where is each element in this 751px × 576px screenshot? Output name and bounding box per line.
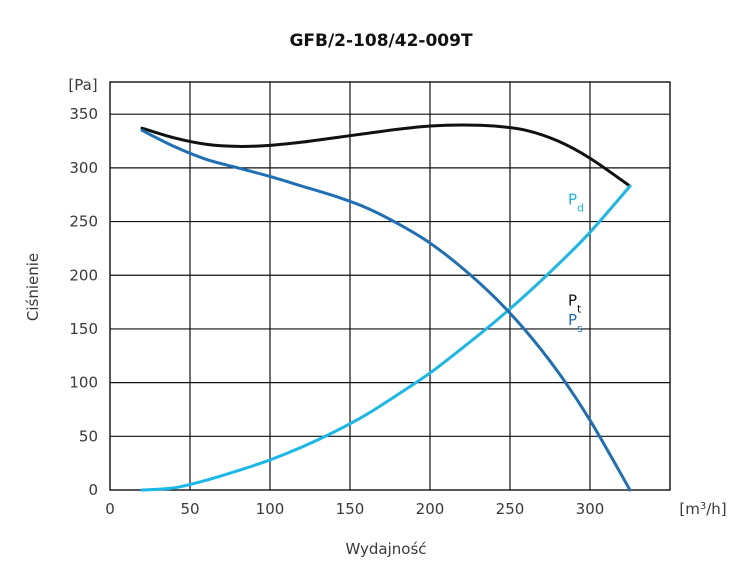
series-label-main: P — [568, 311, 577, 329]
series-label-subscript: d — [577, 201, 584, 214]
y-tick-label: 100 — [69, 374, 98, 392]
x-tick-label: 100 — [256, 500, 285, 518]
x-tick-label: 200 — [416, 500, 445, 518]
x-unit-label: [m3/h] — [679, 500, 726, 518]
series-lines — [140, 123, 632, 492]
y-axis-title: Ciśnienie — [24, 253, 42, 321]
grid — [109, 81, 671, 491]
plot-frame — [109, 81, 671, 491]
x-tick-label: 150 — [336, 500, 365, 518]
y-tick-label: 250 — [69, 213, 98, 231]
y-tick-label: 150 — [69, 320, 98, 338]
x-axis-title: Wydajność — [345, 540, 426, 558]
x-tick-label: 250 — [496, 500, 525, 518]
series-label-pt: Pt — [568, 292, 582, 316]
y-tick-label: 350 — [69, 105, 98, 123]
y-tick-label: 200 — [69, 266, 98, 284]
x-tick-label: 50 — [180, 500, 199, 518]
y-tick-label: 0 — [88, 481, 98, 499]
series-label-ps: Ps — [568, 311, 583, 335]
series-label-main: P — [568, 191, 577, 209]
series-label-subscript: s — [577, 321, 583, 334]
x-unit-suffix: /h] — [706, 500, 726, 518]
x-unit-power: 3 — [700, 501, 706, 512]
series-line-pd — [140, 184, 632, 492]
x-tick-label: 0 — [105, 500, 115, 518]
series-label-main: P — [568, 292, 577, 310]
y-tick-label: 300 — [69, 159, 98, 177]
series-line-pt — [140, 123, 632, 188]
y-unit-label: [Pa] — [68, 76, 97, 94]
chart-title: GFB/2-108/42-009T — [289, 31, 473, 51]
x-tick-label: 300 — [576, 500, 605, 518]
series-label-subscript: t — [577, 302, 582, 315]
y-tick-label: 50 — [79, 427, 98, 445]
series-line-ps — [140, 128, 632, 492]
x-unit-prefix: [m — [679, 500, 699, 518]
series-label-pd: Pd — [568, 191, 584, 215]
tick-labels: 0 50 100 150 200 250 300 0 50 100 150 200 250 300 350 — [69, 105, 604, 518]
